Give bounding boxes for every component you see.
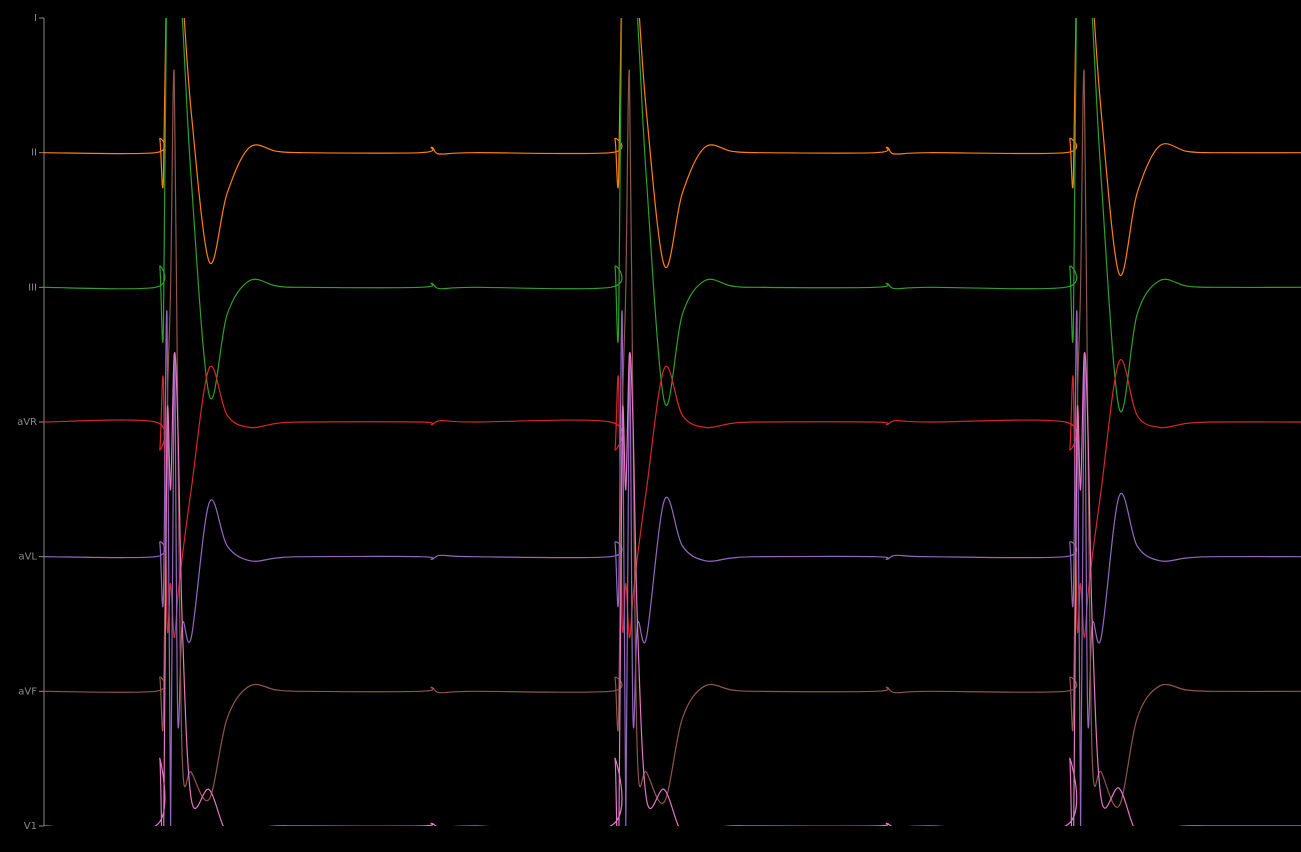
- y-tick-label: III: [28, 282, 37, 293]
- y-tick-label: aVR: [17, 417, 37, 428]
- y-tick-label: I: [34, 13, 37, 24]
- ecg-trace: [44, 359, 1301, 639]
- ecg-trace: [44, 69, 1301, 808]
- y-tick-label: aVL: [18, 552, 37, 563]
- plot-area: [44, 18, 1301, 826]
- y-tick-label: II: [31, 148, 37, 159]
- y-tick-label: aVF: [18, 686, 37, 697]
- ecg-trace: [44, 352, 1301, 826]
- ecg-trace: [44, 310, 1301, 826]
- ecg-trace: [44, 18, 1301, 413]
- ecg-trace: [44, 18, 1301, 277]
- y-tick-label: V1: [24, 821, 37, 832]
